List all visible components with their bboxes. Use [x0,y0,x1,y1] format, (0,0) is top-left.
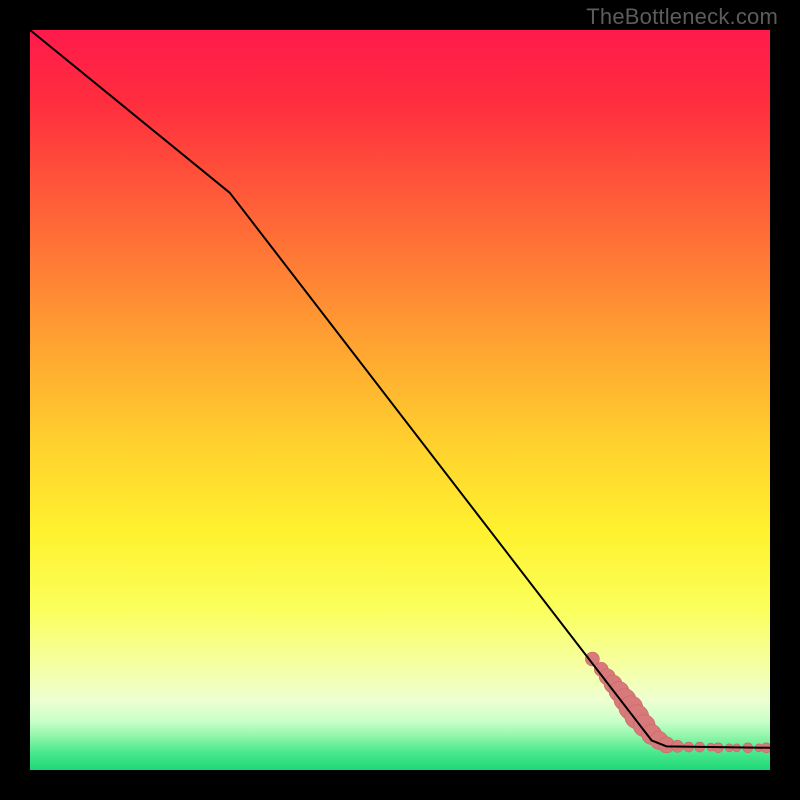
chart-svg [0,0,800,800]
plot-background [30,30,770,770]
watermark-text: TheBottleneck.com [586,4,778,30]
chart-stage: TheBottleneck.com [0,0,800,800]
